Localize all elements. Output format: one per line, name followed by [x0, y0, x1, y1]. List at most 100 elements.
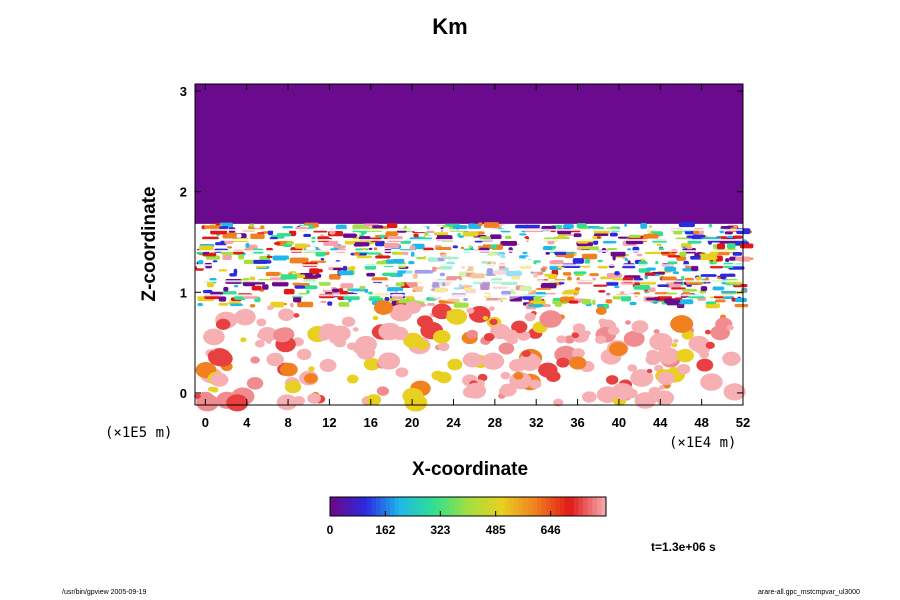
field-patch: [320, 359, 337, 372]
field-cell: [369, 298, 384, 301]
colorbar-segment: [412, 497, 418, 516]
field-cell: [270, 302, 284, 308]
field-cell: [712, 286, 724, 290]
colorbar-segment: [339, 497, 345, 516]
field-cell: [348, 299, 351, 303]
field-cell: [630, 302, 637, 305]
field-cell: [611, 251, 626, 257]
field-cell: [234, 269, 238, 275]
field-cell: [369, 248, 373, 250]
field-patch: [373, 316, 379, 320]
field-cell: [315, 274, 320, 278]
field-cell: [454, 302, 469, 308]
field-cell: [715, 251, 730, 255]
colorbar-segment: [380, 497, 386, 516]
field-cell: [547, 240, 554, 244]
field-patch: [556, 335, 566, 343]
field-cell: [333, 268, 345, 270]
field-cell: [469, 245, 472, 248]
field-cell: [461, 247, 464, 250]
field-cell: [249, 276, 255, 280]
field-patch: [682, 330, 694, 339]
field-cell: [548, 274, 557, 279]
field-cell: [657, 284, 669, 287]
field-cell: [234, 285, 238, 288]
field-cell: [713, 259, 716, 263]
field-cell: [386, 259, 400, 263]
field-patch: [507, 336, 518, 345]
field-patch: [529, 379, 541, 389]
colorbar-segment: [426, 497, 432, 516]
field-cell: [319, 281, 331, 285]
field-patch: [484, 333, 495, 341]
field-patch: [466, 330, 478, 339]
field-streak: [195, 229, 743, 231]
field-patch: [727, 325, 734, 331]
field-patch: [446, 309, 467, 325]
colorbar-tick-label: 0: [327, 523, 334, 537]
field-cell: [706, 301, 716, 304]
field-cell: [543, 246, 552, 250]
field-cell: [277, 233, 292, 236]
field-cell: [681, 276, 684, 280]
field-cell: [484, 222, 499, 228]
colorbar-segment: [463, 497, 469, 516]
field-cell: [593, 276, 597, 278]
field-cell: [284, 289, 295, 295]
colorbar-segment: [403, 497, 409, 516]
field-cell: [416, 257, 425, 259]
field-cell: [274, 242, 280, 245]
field-cell: [569, 300, 579, 303]
field-cell: [219, 226, 229, 229]
field-patch: [347, 375, 359, 384]
field-cell: [573, 258, 584, 264]
field-cell: [216, 223, 221, 226]
colorbar-segment: [523, 497, 529, 516]
field-patch: [722, 352, 741, 366]
field-cell: [339, 288, 343, 293]
field-cell: [222, 255, 231, 260]
field-cell: [267, 256, 273, 258]
colorbar-segment: [596, 497, 602, 516]
field-cell: [354, 242, 370, 246]
field-cell: [268, 230, 273, 236]
field-cell: [664, 267, 676, 272]
field-patch: [572, 348, 585, 358]
field-cell: [667, 261, 677, 264]
field-patch: [297, 349, 311, 360]
field-patch: [366, 394, 381, 405]
field-patch: [474, 356, 482, 362]
field-cell: [387, 287, 403, 291]
field-patch: [226, 394, 248, 411]
field-patch: [607, 359, 613, 364]
field-cell: [525, 256, 537, 259]
colorbar-segment: [555, 497, 561, 516]
field-cell: [379, 235, 385, 239]
field-cell: [349, 301, 362, 306]
field-cell: [709, 224, 712, 228]
field-cell: [683, 246, 686, 249]
colorbar-segment: [569, 497, 575, 516]
colorbar-segment: [504, 497, 510, 516]
field-cell: [297, 274, 306, 278]
colorbar-segment: [514, 497, 520, 516]
field-cell: [230, 303, 243, 306]
field-cell: [624, 224, 627, 227]
field-cell: [528, 303, 533, 305]
field-cell: [290, 302, 294, 307]
field-cell: [234, 295, 246, 300]
field-patch: [625, 320, 631, 325]
colorbar-segment: [389, 497, 395, 516]
y-axis-ticks: 0 1 2 3: [180, 84, 743, 401]
colorbar-tick-label: 162: [375, 523, 395, 537]
field-cell: [515, 247, 531, 250]
field-cell: [556, 255, 571, 257]
field-patch: [250, 356, 259, 363]
field-cell: [323, 286, 331, 290]
field-patch: [234, 309, 255, 325]
field-patch: [438, 342, 450, 351]
field-cell: [206, 255, 220, 259]
footer-file: arare-all.gpc_mstcmpvar_ul3000: [758, 589, 860, 596]
field-cell: [262, 284, 269, 289]
field-cell: [320, 301, 326, 303]
